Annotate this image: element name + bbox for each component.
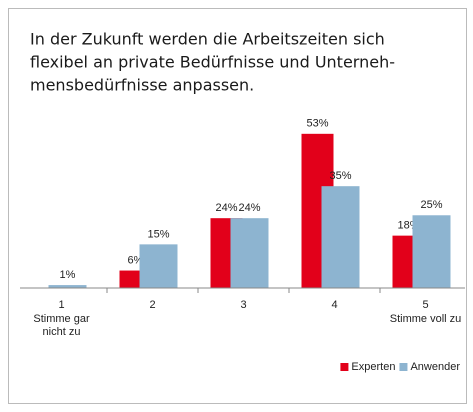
x-tick-label: 1 (58, 299, 64, 311)
value-label: 24% (215, 202, 237, 214)
chart-title: In der Zukunft werden die Arbeitszeiten … (30, 30, 385, 49)
bar (139, 244, 178, 288)
legend-label: Anwender (410, 361, 460, 373)
value-label: 15% (147, 228, 169, 240)
x-tick-label: 3 (240, 299, 246, 311)
value-label: 25% (420, 199, 442, 211)
bar (48, 285, 87, 288)
x-sublabel: Stimme gar (33, 313, 90, 325)
value-label: 53% (306, 118, 328, 130)
value-label: 1% (60, 269, 76, 281)
bar (230, 218, 269, 288)
x-tick-label: 5 (422, 299, 428, 311)
legend-swatch (399, 363, 408, 371)
value-label: 35% (329, 170, 351, 182)
legend-swatch (340, 363, 349, 371)
value-label: 24% (238, 202, 260, 214)
x-sublabel: nicht zu (43, 326, 81, 338)
x-tick-label: 2 (149, 299, 155, 311)
bar (412, 215, 451, 288)
legend-label: Experten (351, 361, 395, 373)
frame (8, 8, 467, 404)
x-tick-label: 4 (331, 299, 337, 311)
chart-title: mensbedürfnisse anpassen. (30, 76, 254, 95)
bar (321, 186, 360, 288)
chart-title: flexibel an private Bedürfnisse und Unte… (30, 53, 395, 72)
x-sublabel: Stimme voll zu (390, 313, 462, 325)
